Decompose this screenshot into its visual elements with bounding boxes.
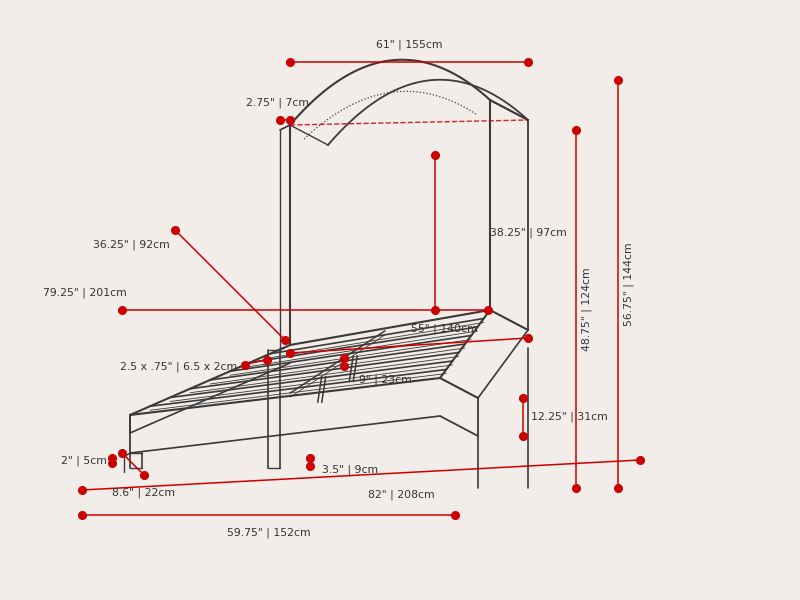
Text: 82" | 208cm: 82" | 208cm — [368, 490, 434, 500]
Text: 12.25" | 31cm: 12.25" | 31cm — [531, 412, 608, 422]
Text: 61" | 155cm: 61" | 155cm — [376, 40, 442, 50]
Text: 38.25" | 97cm: 38.25" | 97cm — [490, 227, 566, 238]
Text: 8.6" | 22cm: 8.6" | 22cm — [111, 487, 174, 497]
Text: 2" | 5cm: 2" | 5cm — [61, 455, 107, 466]
Text: 59.75" | 152cm: 59.75" | 152cm — [226, 527, 310, 538]
Text: 79.25" | 201cm: 79.25" | 201cm — [43, 287, 127, 298]
Text: 48.75" | 124cm: 48.75" | 124cm — [582, 267, 593, 351]
Text: 2.75" | 7cm: 2.75" | 7cm — [246, 97, 310, 108]
Text: 3.5" | 9cm: 3.5" | 9cm — [322, 465, 378, 475]
Text: 55" | 140cm: 55" | 140cm — [410, 323, 478, 334]
Text: 2.5 x .75" | 6.5 x 2cm: 2.5 x .75" | 6.5 x 2cm — [120, 361, 237, 372]
Text: 9" | 23cm: 9" | 23cm — [359, 374, 412, 385]
Text: 36.25" | 92cm: 36.25" | 92cm — [94, 240, 170, 250]
Text: 56.75" | 144cm: 56.75" | 144cm — [624, 242, 634, 326]
